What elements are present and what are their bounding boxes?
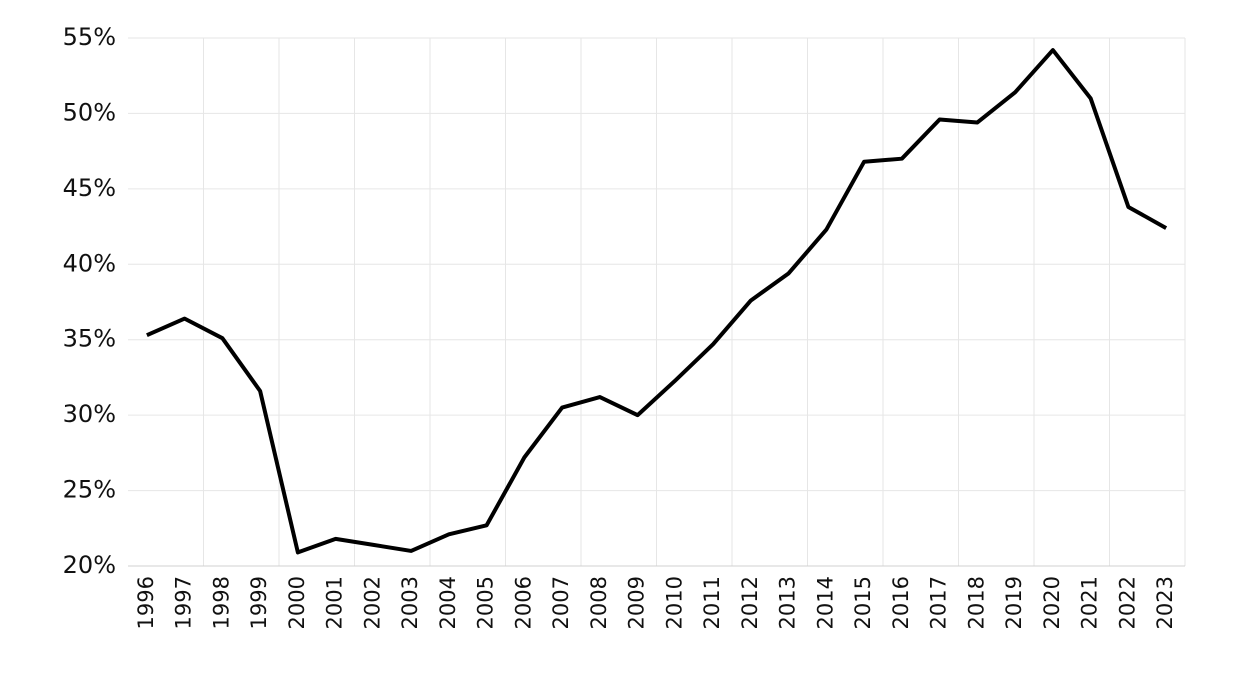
- x-tick-label: 2007: [549, 576, 573, 629]
- x-tick-label: 2005: [474, 576, 498, 629]
- x-tick-label: 1999: [247, 576, 271, 629]
- x-tick-label: 2016: [889, 576, 913, 629]
- y-tick-label: 50%: [63, 98, 116, 126]
- x-tick-label: 2006: [511, 576, 535, 629]
- y-tick-label: 30%: [63, 400, 116, 428]
- x-tick-label: 2011: [700, 576, 724, 629]
- x-tick-label: 2021: [1078, 576, 1102, 629]
- x-tick-label: 2010: [662, 576, 686, 629]
- y-tick-label: 20%: [63, 551, 116, 579]
- x-tick-label: 2009: [625, 576, 649, 629]
- y-tick-label: 40%: [63, 249, 116, 277]
- x-tick-label: 2020: [1040, 576, 1064, 629]
- x-tick-label: 2013: [776, 576, 800, 629]
- x-tick-label: 2015: [851, 576, 875, 629]
- x-tick-label: 2017: [927, 576, 951, 629]
- y-tick-label: 25%: [63, 476, 116, 504]
- x-tick-label: 1998: [209, 576, 233, 629]
- y-tick-label: 35%: [63, 325, 116, 353]
- y-tick-label: 45%: [63, 174, 116, 202]
- x-tick-label: 2019: [1002, 576, 1026, 629]
- x-tick-label: 2022: [1115, 576, 1139, 629]
- x-tick-label: 2003: [398, 576, 422, 629]
- x-tick-label: 2018: [964, 576, 988, 629]
- x-tick-label: 1997: [172, 576, 196, 629]
- y-tick-label: 55%: [63, 23, 116, 51]
- x-tick-label: 2023: [1153, 576, 1177, 629]
- x-tick-label: 2008: [587, 576, 611, 629]
- x-tick-label: 2001: [323, 576, 347, 629]
- x-tick-label: 1996: [134, 576, 158, 629]
- x-tick-label: 2000: [285, 576, 309, 629]
- x-tick-label: 2004: [436, 576, 460, 629]
- x-tick-label: 2012: [738, 576, 762, 629]
- x-tick-label: 2002: [360, 576, 384, 629]
- x-tick-label: 2014: [813, 576, 837, 629]
- line: [146, 48, 1168, 555]
